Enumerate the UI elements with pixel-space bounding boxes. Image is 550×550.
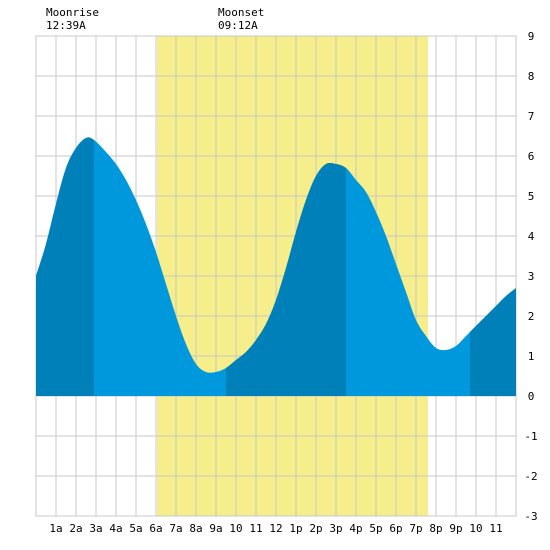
x-tick-label: 11: [489, 522, 502, 535]
y-tick-label: 5: [528, 190, 535, 203]
x-tick-label: 7p: [409, 522, 422, 535]
x-tick-label: 5a: [129, 522, 142, 535]
x-tick-label: 5p: [369, 522, 382, 535]
x-tick-label: 2p: [309, 522, 322, 535]
x-tick-label: 2a: [69, 522, 82, 535]
x-tick-label: 9p: [449, 522, 462, 535]
x-tick-label: 6p: [389, 522, 402, 535]
moonset-label: Moonset: [218, 6, 264, 19]
y-tick-label: -1: [524, 430, 537, 443]
x-tick-label: 3a: [89, 522, 102, 535]
moonrise-label: Moonrise: [46, 6, 99, 19]
y-tick-label: 1: [528, 350, 535, 363]
y-tick-label: 4: [528, 230, 535, 243]
x-tick-label: 10: [229, 522, 242, 535]
x-tick-label: 8a: [189, 522, 202, 535]
tide-area-night-band: [36, 137, 94, 396]
x-tick-label: 1a: [49, 522, 62, 535]
y-tick-label: 2: [528, 310, 535, 323]
x-tick-label: 6a: [149, 522, 162, 535]
y-tick-label: -3: [524, 510, 537, 523]
y-tick-label: 3: [528, 270, 535, 283]
y-tick-label: 8: [528, 70, 535, 83]
y-tick-label: -2: [524, 470, 537, 483]
y-tick-label: 7: [528, 110, 535, 123]
x-tick-label: 8p: [429, 522, 442, 535]
tide-area: [36, 137, 516, 396]
y-tick-label: 6: [528, 150, 535, 163]
x-tick-label: 11: [249, 522, 262, 535]
x-tick-label: 1p: [289, 522, 302, 535]
x-tick-label: 9a: [209, 522, 222, 535]
moonrise-time: 12:39A: [46, 19, 86, 32]
x-tick-label: 4a: [109, 522, 122, 535]
x-tick-label: 4p: [349, 522, 362, 535]
x-tick-label: 3p: [329, 522, 342, 535]
x-tick-label: 10: [469, 522, 482, 535]
x-tick-label: 7a: [169, 522, 182, 535]
x-tick-label: 12: [269, 522, 282, 535]
moonset-time: 09:12A: [218, 19, 258, 32]
y-tick-label: 9: [528, 30, 535, 43]
y-tick-label: 0: [528, 390, 535, 403]
